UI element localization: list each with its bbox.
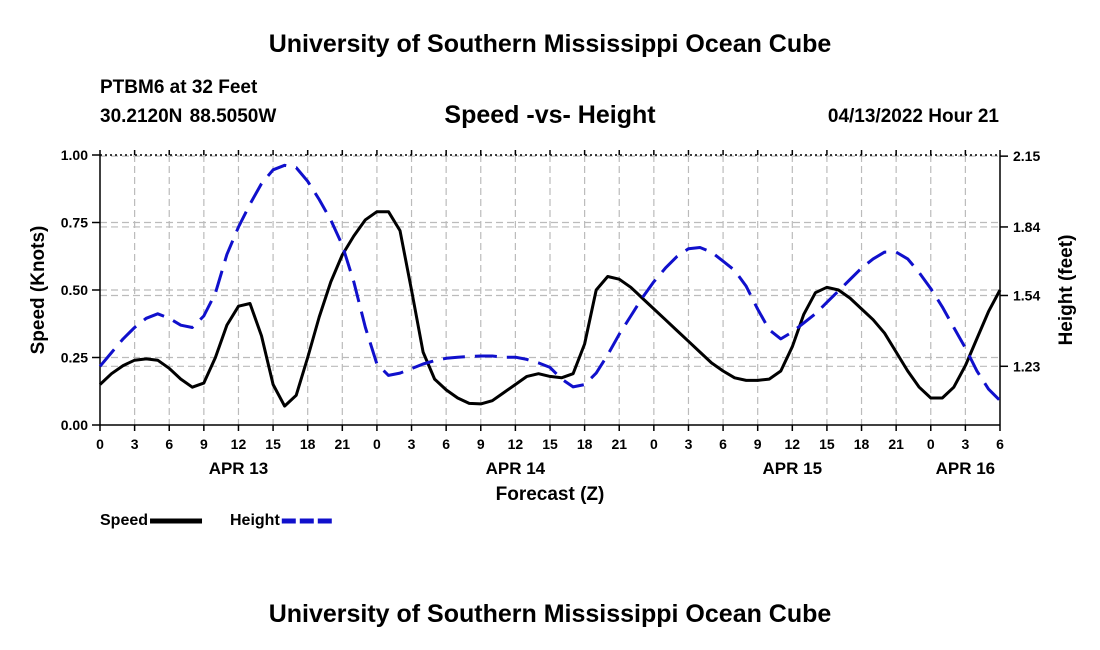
x-tick-label: 12 <box>785 436 801 452</box>
legend-label-height: Height <box>230 512 280 529</box>
x-tick-label: 3 <box>131 436 139 452</box>
y-tick-label: 0.00 <box>61 417 88 433</box>
x-tick-label: 15 <box>542 436 558 452</box>
series-layer <box>98 163 1002 408</box>
station-coordinates: 30.2120N 88.5050W <box>100 106 277 127</box>
x-tick-label: 21 <box>335 436 351 452</box>
y2-axis-title: Height (feet) <box>1056 235 1077 346</box>
x-tick-label: 6 <box>996 436 1004 452</box>
x-tick-label: 12 <box>508 436 524 452</box>
x-tick-label: 18 <box>854 436 870 452</box>
x-axis-title: Forecast (Z) <box>496 484 605 505</box>
axis-layer: 0.00 0.25 0.50 0.75 1.00 1.23 1.54 1.84 2.15 0 3 6 9… <box>28 147 1077 505</box>
x-tick-label: 18 <box>577 436 593 452</box>
legend: Speed Height <box>100 512 334 529</box>
y-tick-label: 0.50 <box>61 282 88 298</box>
x-tick-label: 0 <box>373 436 381 452</box>
chart-subtitle: Speed -vs- Height <box>444 101 656 129</box>
y2-tick-label: 1.23 <box>1013 358 1040 374</box>
station-label: PTBM6 at 32 Feet <box>100 77 258 98</box>
x-tick-label: 12 <box>231 436 247 452</box>
y2-tick-label: 1.54 <box>1013 287 1040 303</box>
footer-title: University of Southern Mississippi Ocean… <box>268 600 832 628</box>
day-label: APR 15 <box>763 459 823 478</box>
x-tick-label: 15 <box>819 436 835 452</box>
page-title: University of Southern Mississippi Ocean… <box>268 30 832 58</box>
x-tick-label: 3 <box>685 436 693 452</box>
x-tick-label: 6 <box>442 436 450 452</box>
y-tick-label: 0.25 <box>61 350 88 366</box>
x-tick-label: 15 <box>265 436 281 452</box>
x-tick-label: 0 <box>650 436 658 452</box>
x-tick-label: 3 <box>961 436 969 452</box>
x-tick-label: 6 <box>165 436 173 452</box>
x-tick-label: 9 <box>200 436 208 452</box>
legend-label-speed: Speed <box>100 512 148 529</box>
y-tick-label: 1.00 <box>61 147 88 163</box>
x-tick-label: 9 <box>754 436 762 452</box>
forecast-datestamp: 04/13/2022 Hour 21 <box>827 106 999 127</box>
x-tick-label: 3 <box>408 436 416 452</box>
x-tick-label: 18 <box>300 436 316 452</box>
x-tick-label: 0 <box>96 436 104 452</box>
y2-tick-label: 1.84 <box>1013 219 1040 235</box>
day-label: APR 14 <box>486 459 546 478</box>
y2-tick-label: 2.15 <box>1013 148 1040 164</box>
x-tick-label: 0 <box>927 436 935 452</box>
speed-series-line <box>98 210 1002 408</box>
y-axis-title: Speed (Knots) <box>28 226 49 355</box>
height-series-line <box>98 163 1002 402</box>
x-tick-label: 21 <box>611 436 627 452</box>
grid-layer <box>100 155 1000 425</box>
day-label: APR 16 <box>936 459 996 478</box>
x-tick-label: 9 <box>477 436 485 452</box>
y-tick-label: 0.75 <box>61 215 88 231</box>
x-tick-label: 21 <box>888 436 904 452</box>
day-label: APR 13 <box>209 459 269 478</box>
x-tick-label: 6 <box>719 436 727 452</box>
